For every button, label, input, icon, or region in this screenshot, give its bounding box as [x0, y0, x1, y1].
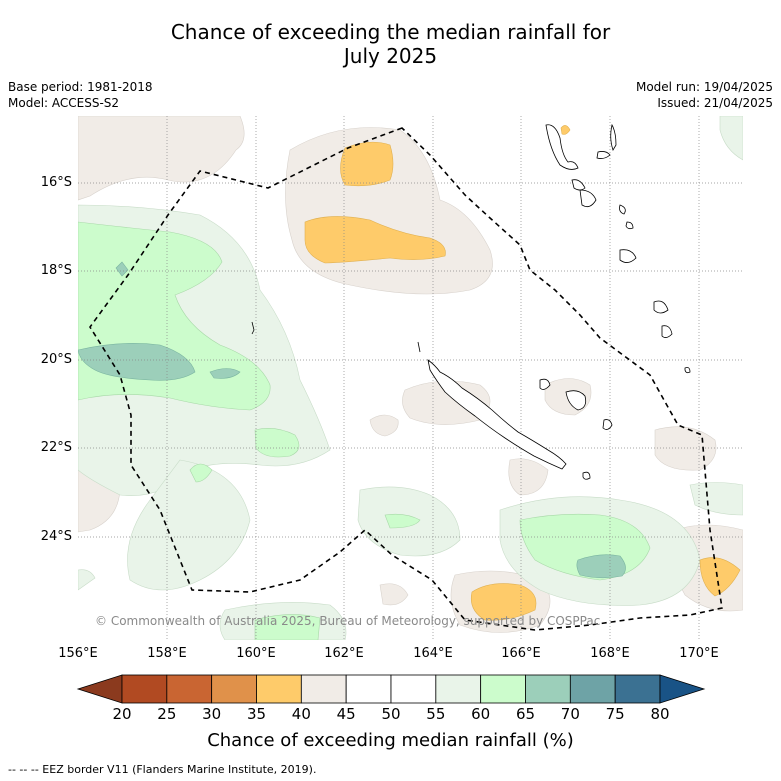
lon-label-160e: 160°E [236, 646, 276, 661]
vanuatu-islands [545, 123, 691, 374]
colorbar-swatch [211, 674, 257, 704]
loyalty-islands [539, 378, 613, 480]
colorbar-tick-label: 70 [560, 705, 580, 723]
colorbar-swatch [525, 674, 571, 704]
colorbar-title: Chance of exceeding median rainfall (%) [207, 730, 574, 751]
eez-footnote: -- -- -- EEZ border V11 (Flanders Marine… [8, 763, 317, 776]
colorbar-swatch [300, 674, 347, 704]
lat-label-20s: 20°S [40, 352, 72, 367]
small-reefs [251, 321, 421, 353]
colorbar-tick-label: 35 [246, 705, 267, 723]
colorbar-tick-label: 45 [336, 705, 356, 723]
chart-title-line1: Chance of exceeding the median rainfall … [170, 20, 611, 44]
lon-label-170e: 170°E [679, 646, 719, 661]
copyright-text: © Commonwealth of Australia 2025, Bureau… [95, 614, 601, 628]
colorbar-swatch [614, 674, 661, 704]
model-run-text: Model run: 19/04/2025 [635, 80, 773, 94]
colorbar-tick-label: 55 [426, 705, 446, 723]
colorbar-tick-label: 40 [291, 705, 311, 723]
new-caledonia-island [427, 359, 567, 470]
colorbar-swatch [121, 674, 168, 704]
lon-label-162e: 162°E [324, 646, 364, 661]
lon-label-156e: 156°E [58, 646, 98, 661]
colorbar-extend-high [659, 674, 706, 704]
colorbar-tick-label: 65 [515, 705, 536, 723]
lon-label-166e: 166°E [501, 646, 541, 661]
colorbar-swatch [435, 674, 482, 704]
issued-text: Issued: 21/04/2025 [657, 96, 773, 110]
lat-label-18s: 18°S [40, 263, 72, 278]
colorbar-tick-label: 30 [202, 705, 222, 723]
colorbar-swatch [480, 674, 526, 704]
colorbar-tick-label: 25 [157, 705, 177, 723]
colorbar-swatch [256, 674, 302, 704]
eez-border [89, 127, 723, 631]
above-median-high-regions [78, 261, 626, 579]
map-gridlines [78, 116, 743, 640]
lon-label-164e: 164°E [413, 646, 453, 661]
colorbar-swatch [569, 674, 616, 704]
colorbar-tick-label: 75 [605, 705, 625, 723]
colorbar-tick-label: 20 [112, 705, 132, 723]
colorbar-tick-label: 60 [471, 705, 491, 723]
lon-label-158e: 158°E [147, 646, 187, 661]
colorbar-tick-label: 80 [650, 705, 670, 723]
colorbar-swatch [390, 674, 437, 704]
colorbar-swatch [166, 674, 213, 704]
base-period-text: Base period: 1981-2018 [8, 80, 153, 94]
colorbar [76, 674, 706, 704]
colorbar-tick-label: 50 [381, 705, 401, 723]
chart-title-line2: July 2025 [343, 44, 438, 68]
colorbar-extend-low [76, 674, 123, 704]
lon-label-168e: 168°E [590, 646, 630, 661]
lat-label-22s: 22°S [40, 440, 72, 455]
lat-label-24s: 24°S [40, 529, 72, 544]
colorbar-swatch [345, 674, 392, 704]
below-median-strong-regions [304, 125, 741, 621]
lat-label-16s: 16°S [40, 175, 72, 190]
model-text: Model: ACCESS-S2 [8, 96, 120, 110]
